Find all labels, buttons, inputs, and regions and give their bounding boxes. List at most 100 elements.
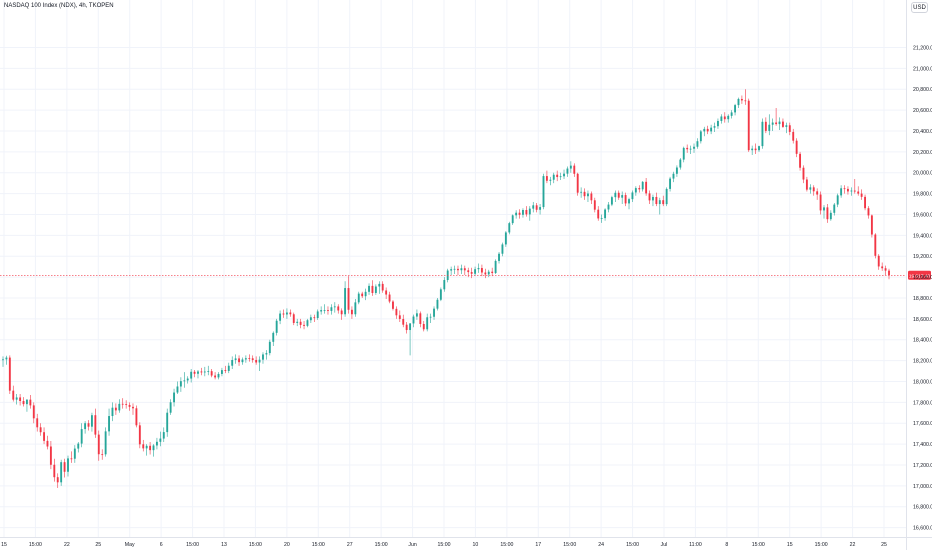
candle-body <box>248 358 250 359</box>
x-tick-label: 15:00 <box>626 542 639 548</box>
y-tick-label: 17,600.0 <box>913 421 932 427</box>
x-tick-label: 15:00 <box>375 542 388 548</box>
candle-body <box>142 444 144 448</box>
candle-body <box>587 194 589 197</box>
candle-body <box>765 122 767 131</box>
candle-body <box>105 431 107 454</box>
candle-body <box>840 188 842 195</box>
candle-body <box>642 182 644 190</box>
x-tick-label: 22 <box>64 542 70 548</box>
currency-button[interactable]: USD <box>911 2 928 13</box>
candle-body <box>207 371 209 372</box>
candle-body <box>772 123 774 125</box>
candle-body <box>467 270 469 272</box>
candle-body <box>556 175 558 177</box>
x-tick-label: 15:00 <box>438 542 451 548</box>
y-tick-label: 18,000.0 <box>913 379 932 385</box>
candle-body <box>50 447 52 465</box>
candle-body <box>717 121 719 126</box>
candle-body <box>416 313 418 316</box>
candle-body <box>409 323 411 330</box>
candle-body <box>187 379 189 381</box>
candle-body <box>354 302 356 314</box>
candle-body <box>375 287 377 293</box>
candle-body <box>601 218 603 219</box>
symbol-legend[interactable]: NASDAQ 100 Index (NDX), 4h, TKOPEN <box>4 3 114 9</box>
candle-body <box>512 215 514 223</box>
candle-body <box>625 195 627 203</box>
candle-body <box>402 319 404 325</box>
candle-body <box>57 477 59 482</box>
candle-body <box>525 210 527 214</box>
candle-body <box>406 325 408 330</box>
candle-body <box>450 269 452 270</box>
y-tick-label: 18,200.0 <box>913 359 932 365</box>
candle-body <box>74 449 76 459</box>
candle-body <box>327 310 329 311</box>
candle-body <box>365 292 367 296</box>
candle-body <box>265 353 267 354</box>
candle-body <box>443 280 445 289</box>
candle-body <box>529 209 531 215</box>
candle-body <box>628 199 630 203</box>
candle-body <box>785 125 787 127</box>
candle-body <box>570 166 572 169</box>
candle-body <box>502 244 504 253</box>
candle-body <box>741 99 743 100</box>
candle-body <box>686 148 688 149</box>
candle-body <box>549 180 551 181</box>
candle-body <box>300 322 302 325</box>
candle-body <box>806 180 808 190</box>
candle-body <box>471 272 473 274</box>
x-tick-label: May <box>125 542 135 548</box>
x-tick-label: Jul <box>661 542 668 548</box>
candle-body <box>269 342 271 353</box>
candle-body <box>714 126 716 127</box>
candle-body <box>635 188 637 192</box>
y-tick-label: 21,200.0 <box>913 45 932 51</box>
candle-body <box>5 358 7 360</box>
candle-body <box>864 197 866 208</box>
candle-body <box>775 123 777 125</box>
candle-body <box>604 209 606 218</box>
candle-body <box>426 317 428 329</box>
candle-body <box>29 400 31 406</box>
candle-body <box>135 408 137 425</box>
candle-body <box>440 289 442 299</box>
candle-body <box>242 359 244 362</box>
candle-body <box>649 193 651 200</box>
candle-body <box>166 413 168 432</box>
candle-body <box>515 213 517 216</box>
candle-body <box>655 197 657 204</box>
candle-body <box>584 192 586 196</box>
candle-body <box>761 122 763 146</box>
candle-body <box>508 223 510 232</box>
candle-body <box>19 397 21 401</box>
candle-body <box>481 268 483 272</box>
candle-body <box>457 269 459 270</box>
candle-body <box>368 286 370 292</box>
candle-body <box>129 405 131 407</box>
candle-body <box>823 207 825 210</box>
x-tick-label: 8 <box>725 542 728 548</box>
candle-body <box>88 423 90 426</box>
y-tick-label: 17,000.0 <box>913 484 932 490</box>
candle-body <box>341 311 343 315</box>
candle-body <box>320 310 322 311</box>
candle-body <box>60 462 62 482</box>
candle-body <box>799 154 801 168</box>
candle-body <box>590 194 592 201</box>
candles <box>2 89 890 488</box>
candle-body <box>33 405 35 418</box>
y-tick-label: 19,000.0 <box>913 275 932 281</box>
candle-body <box>563 174 565 177</box>
x-tick-label: 11:00 <box>689 542 702 548</box>
candle-body <box>358 294 360 303</box>
candle-body <box>580 192 582 193</box>
y-tick-label: 20,000.0 <box>913 171 932 177</box>
candle-body <box>378 284 380 287</box>
y-tick-label: 21,000.0 <box>913 66 932 72</box>
